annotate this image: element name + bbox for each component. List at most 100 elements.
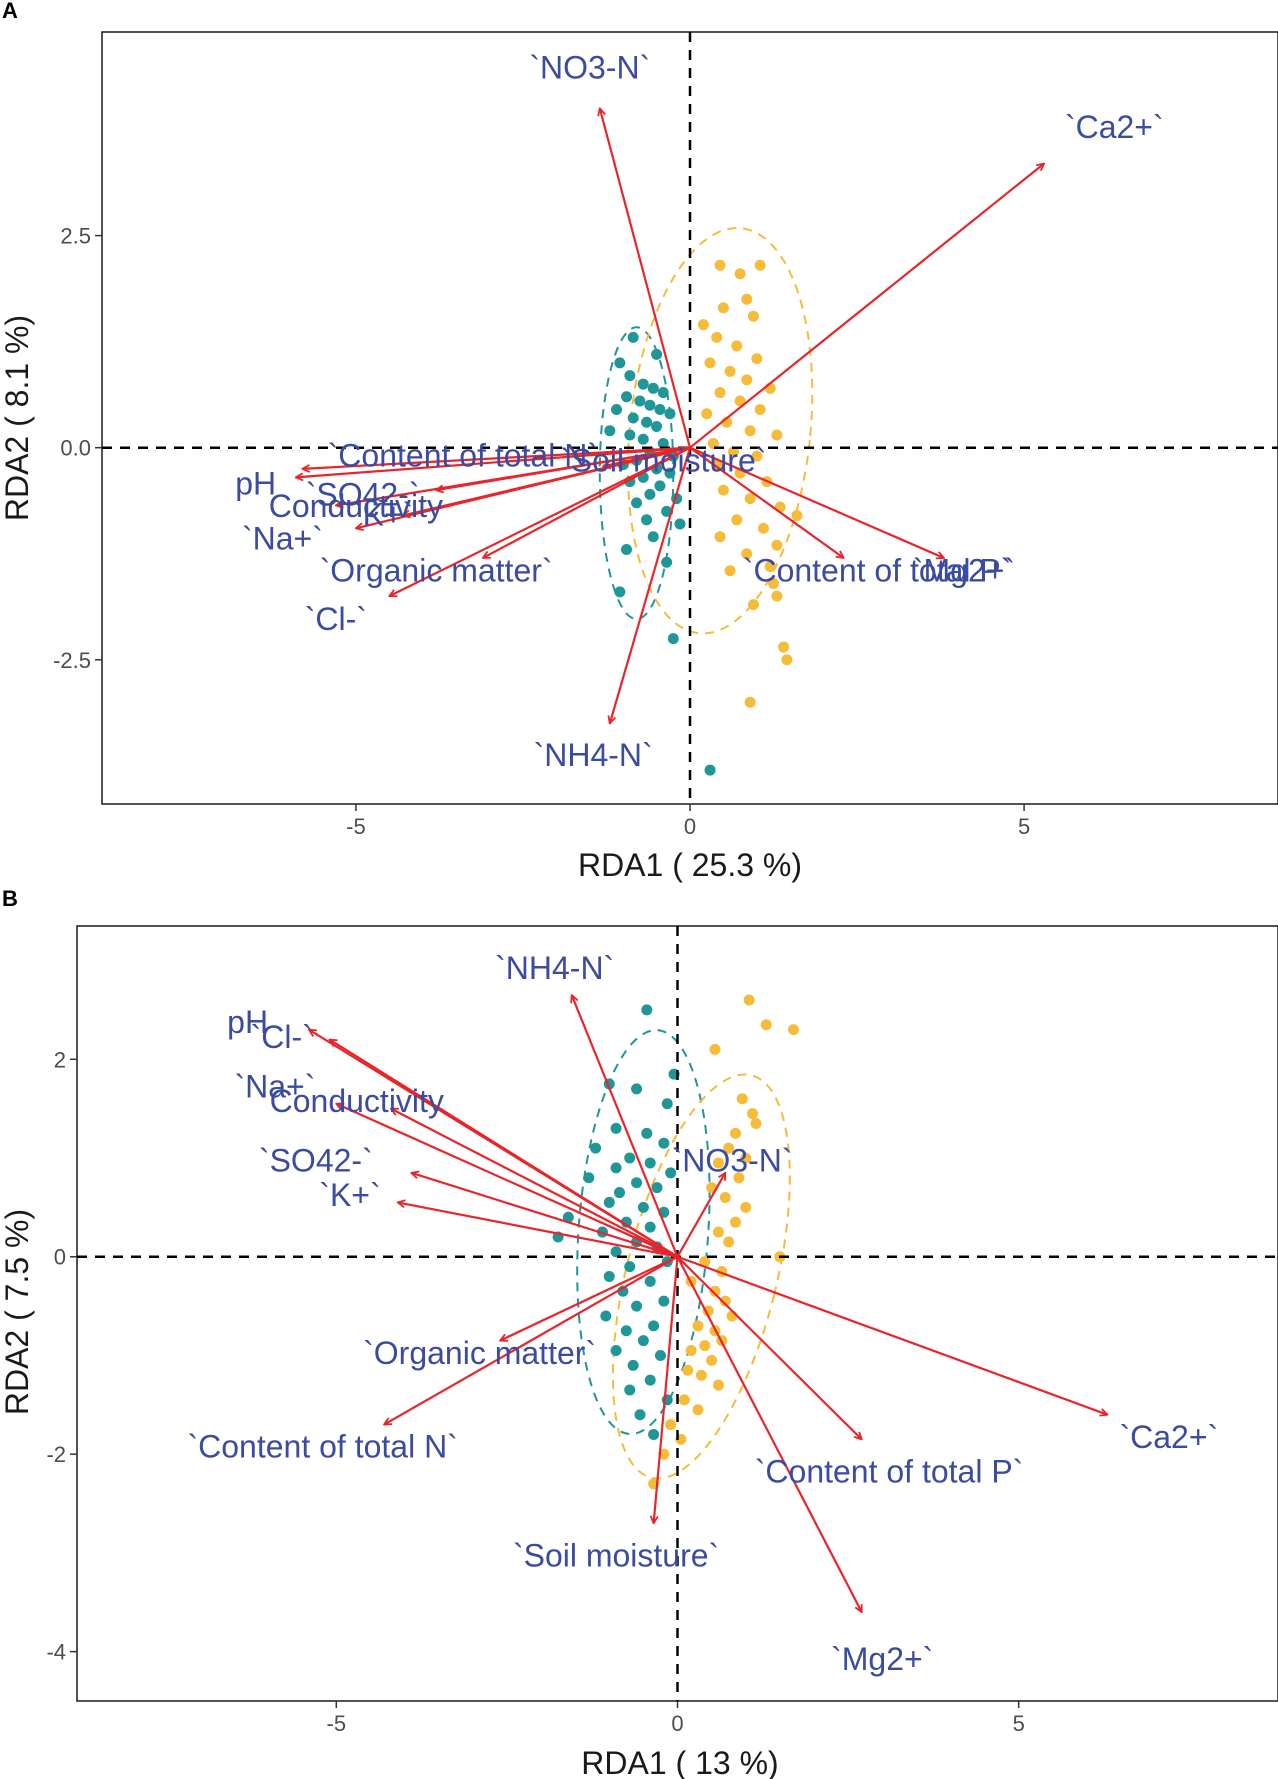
sample-point-group2 <box>751 353 763 365</box>
sample-point-group2 <box>678 1394 690 1406</box>
sample-point-group2 <box>724 565 736 577</box>
sample-point-group2 <box>714 387 726 399</box>
sample-point-group1 <box>631 497 643 509</box>
sample-point-group2 <box>692 1320 704 1332</box>
confidence-ellipse-group2 <box>611 1073 791 1480</box>
sample-point-group1 <box>644 1157 656 1169</box>
sample-point-group2 <box>709 1285 721 1297</box>
x-tick-label: 0 <box>671 1711 683 1736</box>
sample-point-group2 <box>764 560 776 572</box>
env-arrow <box>329 1040 679 1258</box>
sample-point-group1 <box>654 404 666 416</box>
sample-point-group1 <box>600 1310 612 1322</box>
y-tick-label: 0 <box>54 1245 66 1270</box>
env-arrow-label: Conductivity <box>270 1083 444 1119</box>
confidence-ellipse-group2 <box>626 227 814 635</box>
env-arrow <box>610 447 692 724</box>
x-axis-ticks-a: -5 0 5 <box>346 804 1030 839</box>
panel-b: B `NH4-N` pH`Cl-` `Na+`Conductivity `SO42-`… <box>0 886 1278 1779</box>
env-arrow <box>689 446 944 558</box>
sample-point-group2 <box>781 654 793 666</box>
sample-point-group1 <box>644 1374 656 1386</box>
panel-a: A `NO3-N` `Ca2+` `Content of total N``Soil… <box>0 0 1278 883</box>
env-arrow <box>302 446 691 469</box>
sample-point-group2 <box>719 1191 731 1203</box>
sample-point-group1 <box>637 433 649 445</box>
sample-point-group2 <box>744 493 756 505</box>
sample-point-group2 <box>704 357 716 369</box>
sample-point-group1 <box>621 391 633 403</box>
sample-point-group2 <box>730 1216 742 1228</box>
sample-point-group1 <box>661 505 673 517</box>
env-arrow-label: pH <box>227 1004 268 1040</box>
sample-point-group1 <box>613 1187 625 1199</box>
sample-point-group2 <box>733 1172 745 1184</box>
sample-point-group2 <box>744 425 756 437</box>
sample-point-group2 <box>719 1295 731 1307</box>
sample-point-group2 <box>791 510 803 522</box>
sample-point-group1 <box>562 1211 574 1223</box>
sample-point-group2 <box>734 268 746 280</box>
sample-point-group2 <box>734 395 746 407</box>
env-arrow <box>600 108 692 448</box>
env-arrow <box>676 1255 862 1440</box>
sample-point-group2 <box>711 331 723 343</box>
sample-point-group1 <box>661 1098 673 1110</box>
sample-point-group2 <box>768 577 780 589</box>
env-arrow-label: `Soil moisture` <box>513 1537 719 1573</box>
y-axis-title-b: RDA2 ( 7.5 %) <box>0 1209 35 1415</box>
sample-point-group1 <box>624 1384 636 1396</box>
sample-point-group1 <box>620 1325 632 1337</box>
env-arrow <box>676 1173 726 1258</box>
sample-point-group1 <box>603 1270 615 1282</box>
y-tick-label: 0.0 <box>60 436 91 461</box>
sample-point-group1 <box>658 1295 670 1307</box>
env-arrow-label: `Na+` <box>242 520 323 556</box>
sample-point-group1 <box>644 399 656 411</box>
sample-point-group2 <box>731 340 743 352</box>
label-layer-a: `NO3-N` `Ca2+` `Content of total N``Soil m… <box>235 50 1163 773</box>
sample-point-group1 <box>661 556 673 568</box>
env-arrow-label: `NH4-N` <box>495 950 614 986</box>
arrow-layer-b <box>309 995 1107 1612</box>
env-arrow-label: `K+` <box>319 1177 380 1213</box>
env-arrow <box>654 1256 679 1524</box>
sample-point-group2 <box>754 259 766 271</box>
sample-point-group2 <box>760 1019 772 1031</box>
env-arrow-label: `Cl-` <box>305 601 367 637</box>
env-arrow <box>677 1255 1108 1415</box>
sample-point-group2 <box>706 1354 718 1366</box>
sample-point-group2 <box>714 531 726 543</box>
env-arrow <box>391 1107 679 1258</box>
sample-point-group1 <box>624 429 636 441</box>
env-arrow-label: `Ca2+` <box>1119 1419 1218 1455</box>
env-arrow <box>689 446 844 558</box>
sample-point-group2 <box>741 374 753 386</box>
sample-point-group1 <box>620 1216 632 1228</box>
panel-letter-b: B <box>2 886 18 911</box>
env-arrow <box>389 446 691 598</box>
x-tick-label: 0 <box>684 814 696 839</box>
sample-point-group2 <box>709 1043 721 1055</box>
env-arrow-label: `Organic matter` <box>363 1335 596 1371</box>
sample-point-group1 <box>624 1261 636 1273</box>
sample-point-group2 <box>744 696 756 708</box>
env-arrow-label: `SO42-` <box>306 476 420 512</box>
sample-point-group2 <box>747 1108 759 1120</box>
sample-point-group1 <box>627 1359 639 1371</box>
sample-point-group2 <box>788 1024 800 1036</box>
sample-point-group1 <box>641 1004 653 1016</box>
sample-point-group1 <box>634 395 646 407</box>
sample-point-group2 <box>685 1345 697 1357</box>
arrow-layer-a <box>296 108 1044 723</box>
sample-point-group1 <box>583 1172 595 1184</box>
env-arrow-label: `Content of total P` <box>743 553 1012 589</box>
label-layer-b: `NH4-N` pH`Cl-` `Na+`Conductivity `SO42-``K… <box>187 950 1218 1677</box>
sample-point-group1 <box>627 412 639 424</box>
sample-point-group2 <box>711 459 723 471</box>
sample-point-group2 <box>717 302 729 314</box>
sample-point-group1 <box>657 437 669 449</box>
sample-point-group2 <box>717 484 729 496</box>
x-axis-title-a: RDA1 ( 25.3 %) <box>578 847 802 883</box>
env-arrow <box>356 446 691 529</box>
